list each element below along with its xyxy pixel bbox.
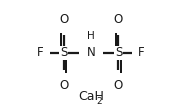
Text: 2: 2	[96, 97, 102, 106]
Text: N: N	[87, 46, 95, 59]
Text: F: F	[138, 46, 145, 59]
Text: O: O	[59, 13, 68, 26]
Text: O: O	[114, 79, 123, 92]
Text: S: S	[60, 46, 67, 59]
Text: O: O	[59, 79, 68, 92]
Text: S: S	[115, 46, 122, 59]
Text: O: O	[114, 13, 123, 26]
Text: H: H	[87, 31, 95, 41]
Text: F: F	[37, 46, 44, 59]
Text: CaH: CaH	[78, 90, 104, 103]
